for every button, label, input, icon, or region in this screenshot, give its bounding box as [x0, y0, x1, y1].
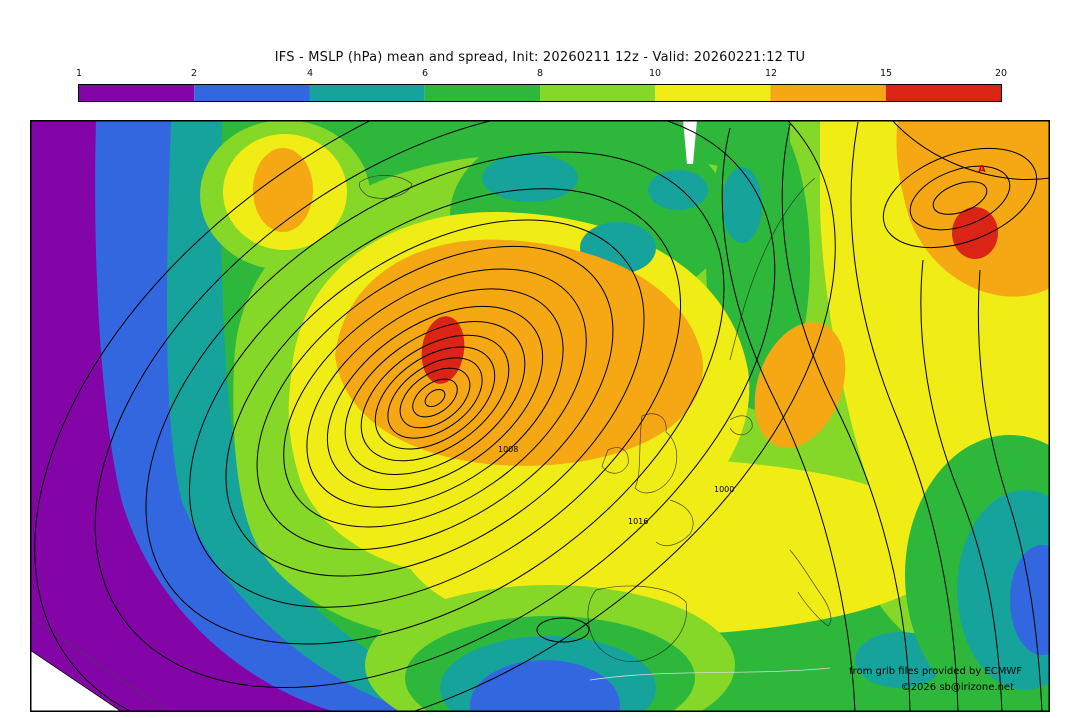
- spread-region-blue: [1010, 545, 1049, 655]
- colorbar-tick: 8: [536, 68, 544, 79]
- mslp-contour-closed-small: [536, 617, 590, 643]
- contour-label: 1008: [498, 445, 518, 454]
- colorbar-tick: 1: [75, 68, 83, 79]
- credit-ecmwf: from grib files provided by ECMWF: [849, 666, 1022, 677]
- mslp-contours-low: [34, 121, 836, 711]
- colorbar-legend: [78, 84, 1002, 102]
- colorbar-tick: 10: [648, 68, 662, 79]
- spread-region-orange: [253, 148, 313, 232]
- colorbar-border: [78, 84, 1002, 102]
- mslp-contours-east: [721, 121, 1049, 711]
- coastlines: [359, 175, 832, 662]
- colorbar-tick: 15: [879, 68, 893, 79]
- spread-region-teal: [648, 170, 708, 210]
- contour-label: 1000: [714, 485, 734, 494]
- colorbar-segment: [540, 85, 656, 101]
- contour-label: 1016: [628, 517, 648, 526]
- mslp-contours-high: [882, 147, 1038, 249]
- spread-region-teal: [482, 154, 578, 202]
- colorbar-tick: 6: [421, 68, 429, 79]
- spread-region-orange: [335, 239, 704, 466]
- map: 1016 1000 1008 A from grib files provide…: [30, 120, 1050, 712]
- spread-region-red: [952, 207, 998, 259]
- map-border: [30, 120, 1050, 712]
- colorbar-segment: [655, 85, 771, 101]
- colorbar-tick: 2: [190, 68, 198, 79]
- colorbar-segment: [309, 85, 425, 101]
- map-canvas: 1016 1000 1008 A: [30, 120, 1050, 712]
- projection-edge-line: [31, 650, 122, 711]
- spread-region-teal: [722, 167, 762, 243]
- colorbar-segment: [79, 85, 195, 101]
- colorbar-tick: 20: [994, 68, 1008, 79]
- colorbar-segment: [424, 85, 540, 101]
- high-pressure-marker: A: [978, 164, 986, 175]
- colorbar-segment: [885, 85, 1001, 101]
- spread-region-red: [421, 316, 465, 384]
- colorbar-tick: 12: [764, 68, 778, 79]
- credit-copyright: ©2026 sb@irizone.net: [900, 682, 1014, 693]
- colorbar-segment: [194, 85, 310, 101]
- chart-title: IFS - MSLP (hPa) mean and spread, Init: …: [274, 50, 806, 65]
- border-lines: [589, 667, 831, 681]
- spread-region-blue: [470, 660, 620, 711]
- colorbar-segment: [770, 85, 886, 101]
- colorbar-tick: 4: [306, 68, 314, 79]
